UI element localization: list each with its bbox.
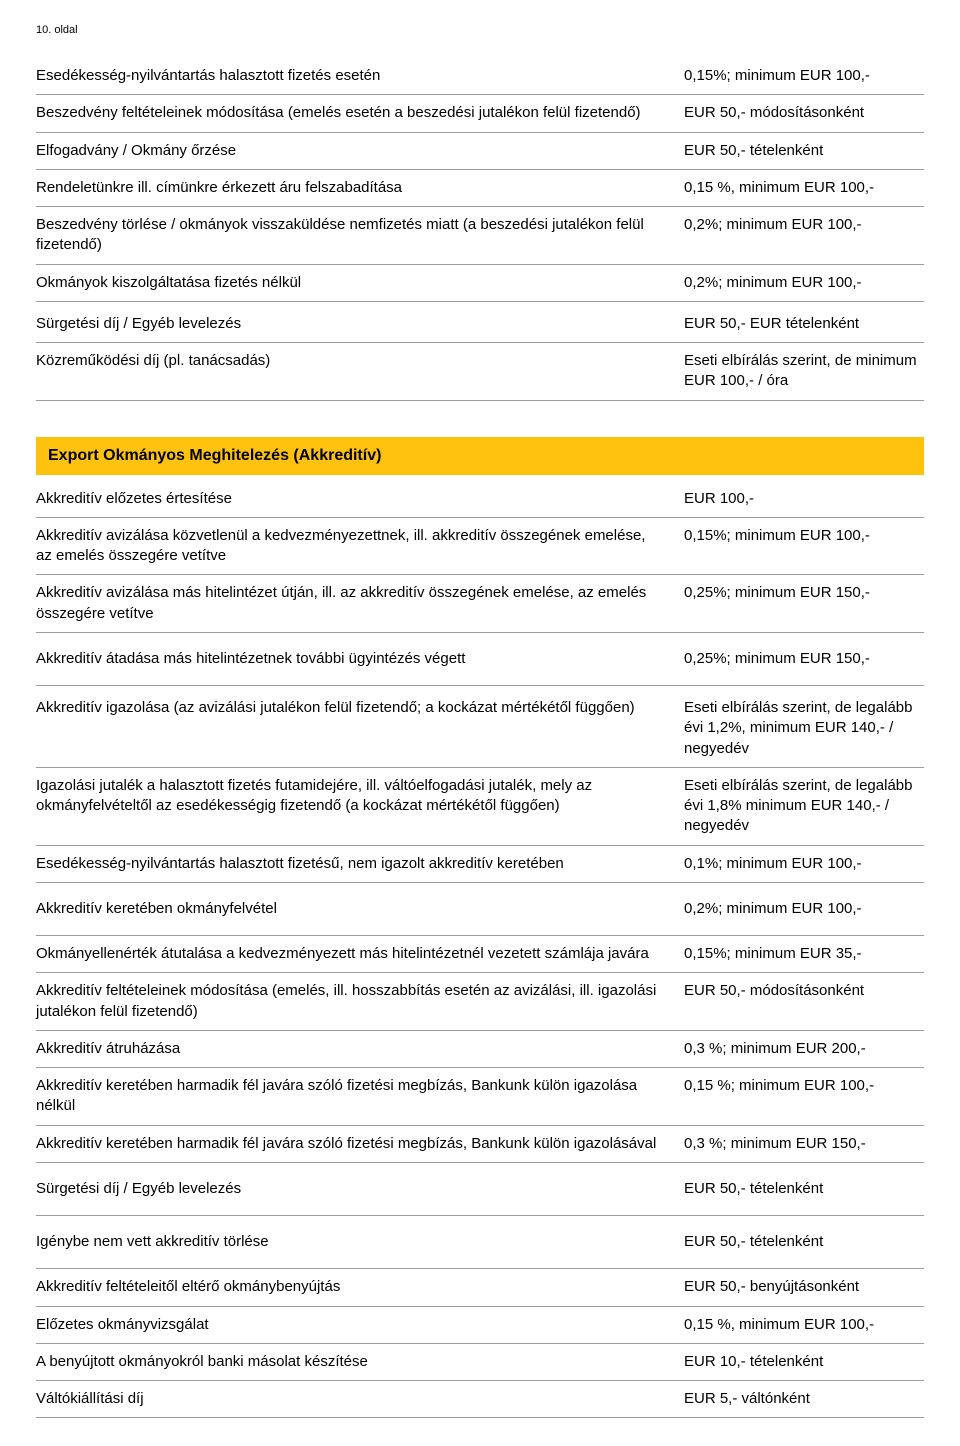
table-row: Beszedvény feltételeinek módosítása (eme…: [36, 95, 924, 132]
row-label: Akkreditív avizálása közvetlenül a kedve…: [36, 526, 660, 567]
row-label: Közreműködési díj (pl. tanácsadás): [36, 351, 660, 371]
row-value: EUR 50,- módosításonként: [684, 103, 924, 123]
fee-table-section-2: Akkreditív előzetes értesítése EUR 100,-…: [36, 481, 924, 1419]
row-label: Igénybe nem vett akkreditív törlése: [36, 1232, 660, 1252]
row-value: Eseti elbírálás szerint, de minimum EUR …: [684, 351, 924, 392]
table-row: Akkreditív igazolása (az avizálási jutal…: [36, 686, 924, 768]
row-value: EUR 50,- tételenként: [684, 1232, 924, 1252]
row-label: Beszedvény feltételeinek módosítása (eme…: [36, 103, 660, 123]
row-value: EUR 10,- tételenként: [684, 1352, 924, 1372]
row-label: Akkreditív keretében harmadik fél javára…: [36, 1134, 660, 1154]
table-row: Akkreditív előzetes értesítése EUR 100,-: [36, 481, 924, 518]
row-label: A benyújtott okmányokról banki másolat k…: [36, 1352, 660, 1372]
row-label: Beszedvény törlése / okmányok visszaküld…: [36, 215, 660, 256]
row-value: 0,2%; minimum EUR 100,-: [684, 273, 924, 293]
table-row: Esedékesség-nyilvántartás halasztott fiz…: [36, 54, 924, 95]
table-row: Beszedvény törlése / okmányok visszaküld…: [36, 207, 924, 265]
table-row: A benyújtott okmányokról banki másolat k…: [36, 1344, 924, 1381]
row-value: 0,15%; minimum EUR 35,-: [684, 944, 924, 964]
table-row: Akkreditív feltételeitől eltérő okmánybe…: [36, 1269, 924, 1306]
row-label: Rendeletünkre ill. címünkre érkezett áru…: [36, 178, 660, 198]
row-value: 0,15 %, minimum EUR 100,-: [684, 1315, 924, 1335]
row-label: Akkreditív feltételeitől eltérő okmánybe…: [36, 1277, 660, 1297]
table-row: Okmányellenérték átutalása a kedvezménye…: [36, 936, 924, 973]
row-label: Előzetes okmányvizsgálat: [36, 1315, 660, 1335]
row-label: Váltókiállítási díj: [36, 1389, 660, 1409]
row-value: EUR 100,-: [684, 489, 924, 509]
table-row: Elfogadvány / Okmány őrzése EUR 50,- tét…: [36, 133, 924, 170]
table-row: Rendeletünkre ill. címünkre érkezett áru…: [36, 170, 924, 207]
row-label: Akkreditív keretében harmadik fél javára…: [36, 1076, 660, 1117]
row-label: Akkreditív feltételeinek módosítása (eme…: [36, 981, 660, 1022]
table-row: Váltókiállítási díj EUR 5,- váltónként: [36, 1381, 924, 1418]
row-label: Akkreditív igazolása (az avizálási jutal…: [36, 698, 660, 718]
row-value: 0,15 %, minimum EUR 100,-: [684, 178, 924, 198]
table-row: Akkreditív átruházása 0,3 %; minimum EUR…: [36, 1031, 924, 1068]
row-label: Akkreditív avizálása más hitelintézet út…: [36, 583, 660, 624]
row-label: Akkreditív előzetes értesítése: [36, 489, 660, 509]
row-value: 0,2%; minimum EUR 100,-: [684, 215, 924, 235]
row-label: Okmányellenérték átutalása a kedvezménye…: [36, 944, 660, 964]
row-label: Elfogadvány / Okmány őrzése: [36, 141, 660, 161]
row-value: 0,15%; minimum EUR 100,-: [684, 526, 924, 546]
table-row: Akkreditív avizálása közvetlenül a kedve…: [36, 518, 924, 576]
section-header-export-akkreditiv: Export Okmányos Meghitelezés (Akkreditív…: [36, 437, 924, 475]
row-label: Igazolási jutalék a halasztott fizetés f…: [36, 776, 660, 817]
row-value: 0,3 %; minimum EUR 150,-: [684, 1134, 924, 1154]
row-label: Akkreditív átadása más hitelintézetnek t…: [36, 649, 660, 669]
table-row: Igazolási jutalék a halasztott fizetés f…: [36, 768, 924, 846]
row-value: EUR 50,- tételenként: [684, 141, 924, 161]
table-row: Okmányok kiszolgáltatása fizetés nélkül …: [36, 265, 924, 302]
row-value: 0,25%; minimum EUR 150,-: [684, 583, 924, 603]
table-row: Akkreditív keretében harmadik fél javára…: [36, 1068, 924, 1126]
table-row: Közreműködési díj (pl. tanácsadás) Eseti…: [36, 343, 924, 401]
row-label: Sürgetési díj / Egyéb levelezés: [36, 314, 660, 334]
row-label: Akkreditív átruházása: [36, 1039, 660, 1059]
row-value: 0,3 %; minimum EUR 200,-: [684, 1039, 924, 1059]
row-value: 0,1%; minimum EUR 100,-: [684, 854, 924, 874]
table-row: Akkreditív avizálása más hitelintézet út…: [36, 575, 924, 633]
row-label: Esedékesség-nyilvántartás halasztott fiz…: [36, 854, 660, 874]
row-value: 0,25%; minimum EUR 150,-: [684, 649, 924, 669]
row-label: Sürgetési díj / Egyéb levelezés: [36, 1179, 660, 1199]
row-value: Eseti elbírálás szerint, de legalább évi…: [684, 776, 924, 837]
table-row: Igénybe nem vett akkreditív törlése EUR …: [36, 1216, 924, 1269]
row-label: Okmányok kiszolgáltatása fizetés nélkül: [36, 273, 660, 293]
table-row: Esedékesség-nyilvántartás halasztott fiz…: [36, 846, 924, 883]
table-row: Akkreditív feltételeinek módosítása (eme…: [36, 973, 924, 1031]
table-row: Akkreditív keretében okmányfelvétel 0,2%…: [36, 883, 924, 936]
row-value: 0,2%; minimum EUR 100,-: [684, 899, 924, 919]
row-label: Esedékesség-nyilvántartás halasztott fiz…: [36, 66, 660, 86]
row-value: 0,15 %; minimum EUR 100,-: [684, 1076, 924, 1096]
row-label: Akkreditív keretében okmányfelvétel: [36, 899, 660, 919]
row-value: Eseti elbírálás szerint, de legalább évi…: [684, 698, 924, 759]
page-number: 10. oldal: [36, 24, 924, 36]
row-value: 0,15%; minimum EUR 100,-: [684, 66, 924, 86]
table-row: Sürgetési díj / Egyéb levelezés EUR 50,-…: [36, 302, 924, 343]
table-row: Akkreditív átadása más hitelintézetnek t…: [36, 633, 924, 686]
table-row: Előzetes okmányvizsgálat 0,15 %, minimum…: [36, 1307, 924, 1344]
row-value: EUR 50,- módosításonként: [684, 981, 924, 1001]
row-value: EUR 5,- váltónként: [684, 1389, 924, 1409]
row-value: EUR 50,- EUR tételenként: [684, 314, 924, 334]
table-row: Sürgetési díj / Egyéb levelezés EUR 50,-…: [36, 1163, 924, 1216]
row-value: EUR 50,- benyújtásonként: [684, 1277, 924, 1297]
fee-table-section-1: Esedékesség-nyilvántartás halasztott fiz…: [36, 54, 924, 401]
row-value: EUR 50,- tételenként: [684, 1179, 924, 1199]
table-row: Akkreditív keretében harmadik fél javára…: [36, 1126, 924, 1163]
